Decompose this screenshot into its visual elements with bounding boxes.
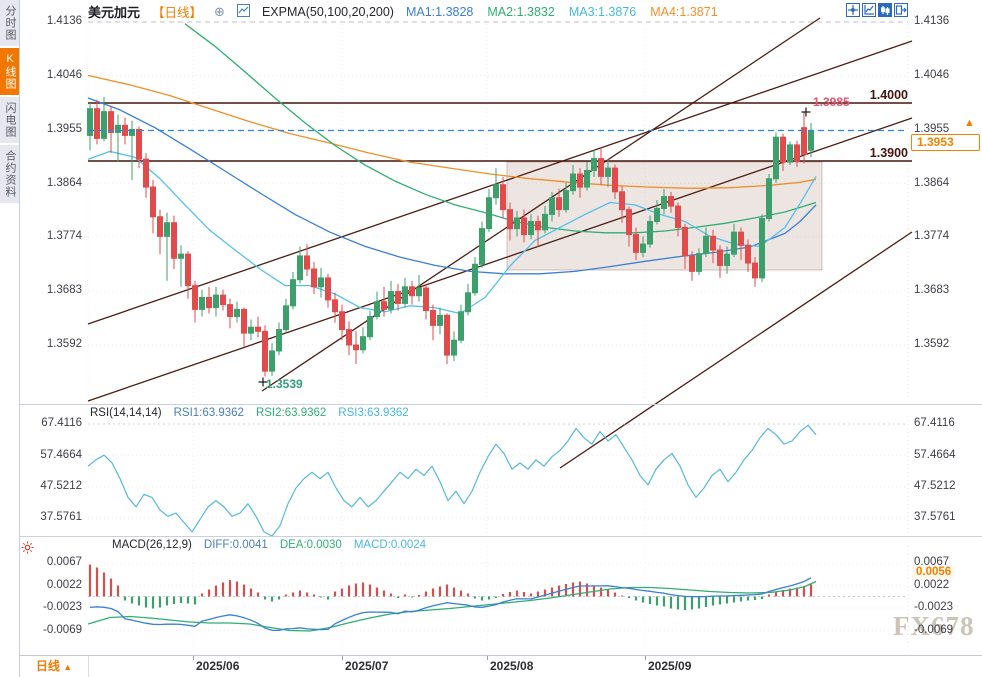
date-tick xyxy=(645,656,646,660)
rsi-axis-label-right: 37.5761 xyxy=(914,511,956,524)
price-axis-label-right: 1.4046 xyxy=(914,68,950,81)
period-selector[interactable]: 日线 ▲ xyxy=(20,656,89,677)
ma4-value: MA4:1.3871 xyxy=(650,4,718,19)
price-axis-label-left: 1.4046 xyxy=(46,68,82,81)
date-label: 2025/06 xyxy=(196,659,240,673)
rsi-header: RSI(14,14,14) RSI1:63.9362 RSI2:63.9362 RS… xyxy=(90,407,409,419)
sidebar-tab-4[interactable]: 合约资料 xyxy=(0,145,19,203)
price-axis-label-right: 1.3774 xyxy=(914,230,950,242)
exit-chart-icon[interactable] xyxy=(894,3,908,17)
current-price-tag: 1.3953 xyxy=(911,134,980,151)
date-tick xyxy=(342,656,343,660)
rsi-axis-label-right: 47.5212 xyxy=(914,479,956,492)
ma2-value: MA2:1.3832 xyxy=(487,4,555,19)
macd1-value: DIFF:0.0041 xyxy=(203,539,268,551)
macd-header: MACD(26,12,9) DIFF:0.0041 DEA:0.0030 MACD:… xyxy=(112,539,426,551)
date-label: 2025/09 xyxy=(648,659,692,673)
settings-sun-icon[interactable] xyxy=(21,541,34,559)
date-label: 2025/07 xyxy=(345,659,389,673)
price-axis-label-left: 1.4136 xyxy=(46,15,82,27)
ma3-value: MA3:1.3876 xyxy=(568,4,637,19)
time-axis-bar: 日线 ▲ 2025/06 2025/07 2025/08 2025/09 xyxy=(20,655,982,677)
macd2-value: DEA:0.0030 xyxy=(279,539,342,551)
price-axis-label-left: 1.3864 xyxy=(46,176,82,189)
macd-axis-label-left: -0.0069 xyxy=(42,623,82,636)
date-tick xyxy=(193,656,194,660)
rsi-axis-label-left: 37.5761 xyxy=(40,511,82,524)
price-axis-label-left: 1.3592 xyxy=(46,338,82,350)
crosshair-icon[interactable] xyxy=(846,3,860,17)
price-axis-label-left: 1.3955 xyxy=(46,122,82,135)
chart-header: 美元加元 【日线】 ⊕ EXPMA(50,100,20,200) MA1:1.3… xyxy=(88,2,718,21)
indicator-name: EXPMA(50,100,20,200) xyxy=(261,4,394,19)
dropdown-arrow-icon: ▲ xyxy=(63,662,73,672)
ma1-value: MA1:1.3828 xyxy=(405,4,474,19)
symbol-name: 美元加元 xyxy=(88,5,141,20)
date-label: 2025/08 xyxy=(490,659,534,673)
candlestick-chart-icon[interactable] xyxy=(878,3,892,17)
chart-toolbar xyxy=(846,3,908,17)
rsi1-value: RSI1:63.9362 xyxy=(173,407,244,419)
rsi2-value: RSI2:63.9362 xyxy=(255,407,327,419)
rsi-values: RSI1:63.9362 RSI2:63.9362 RSI3:63.9362 xyxy=(174,407,409,419)
macd-axis-label-left: -0.0023 xyxy=(42,601,82,613)
ma-values: MA1:1.3828 MA2:1.3832 MA3:1.3876 MA4:1.3871 xyxy=(406,5,718,19)
sidebar-tab-3[interactable]: 闪电图 xyxy=(0,97,19,143)
price-axis-label-right: 1.4136 xyxy=(914,15,950,27)
price-axis-label-left: 1.3774 xyxy=(46,230,82,242)
axis-scale-icon[interactable] xyxy=(862,3,876,17)
chart-type-icon[interactable] xyxy=(236,3,250,20)
rsi-axis-label-left: 67.4116 xyxy=(41,417,82,429)
macd-axis-label-right: 0.0022 xyxy=(914,578,950,591)
macd-axis-label-right: -0.0069 xyxy=(914,623,954,636)
sidebar: 分时图 K线图闪电图合约资料 xyxy=(0,0,20,677)
add-indicator-icon[interactable]: ⊕ xyxy=(214,3,225,19)
watermark: FX678 xyxy=(893,611,975,641)
panel-separator xyxy=(20,536,982,537)
macd-title: MACD(26,12,9) xyxy=(112,539,192,551)
panel-separator xyxy=(20,404,982,405)
rsi-axis-label-right: 67.4116 xyxy=(914,417,955,429)
price-axis-label-right: 1.3683 xyxy=(914,284,950,296)
sidebar-tab-1[interactable]: 分时图 xyxy=(0,0,19,46)
rsi-axis-label-left: 57.4664 xyxy=(40,448,82,461)
rsi-axis-label-left: 47.5212 xyxy=(40,479,82,492)
date-tick xyxy=(487,656,488,660)
support-level-label: 1.3900 xyxy=(869,146,908,160)
price-axis-label-right: 1.3592 xyxy=(914,338,950,350)
sidebar-tab-2[interactable]: K线图 xyxy=(0,48,19,95)
price-axis-label-left: 1.3683 xyxy=(46,284,82,296)
macd-axis-label-right: -0.0023 xyxy=(914,601,954,613)
macd-axis-label-left: 0.0067 xyxy=(46,556,82,568)
rsi-title: RSI(14,14,14) xyxy=(90,407,162,419)
scroll-to-latest-arrow-icon[interactable]: ▲ xyxy=(964,117,975,129)
low-price-label: 1.3539 xyxy=(266,377,303,391)
macd-axis-label-right: 0.0067 xyxy=(914,556,950,568)
price-axis-label-right: 1.3955 xyxy=(914,122,950,135)
macd-axis-label-left: 0.0022 xyxy=(46,578,82,591)
period-tag[interactable]: 【日线】 xyxy=(152,6,203,20)
macd-current-value-tag: 0.0056 xyxy=(912,566,956,578)
macd3-value: MACD:0.0024 xyxy=(353,539,427,551)
rsi3-value: RSI3:63.9362 xyxy=(338,407,409,419)
macd-values: DIFF:0.0041 DEA:0.0030 MACD:0.0024 xyxy=(204,539,426,551)
rsi-axis-label-right: 57.4664 xyxy=(914,448,956,461)
high-price-label: 1.3985 xyxy=(813,95,850,109)
resistance-level-label: 1.4000 xyxy=(869,88,908,102)
price-axis-label-right: 1.3864 xyxy=(914,176,950,189)
